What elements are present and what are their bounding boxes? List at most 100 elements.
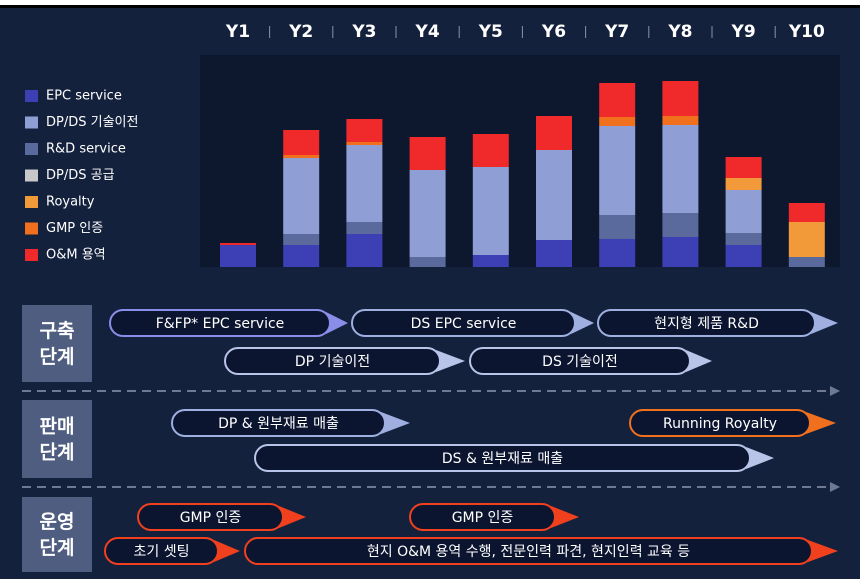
- bar-segment: [346, 142, 383, 145]
- x-tick-label: Y8: [667, 22, 692, 42]
- bar-segment: [788, 222, 825, 257]
- bar-segment: [788, 257, 825, 267]
- x-tick-label: Y1: [225, 22, 250, 42]
- timeline-label: 현지 O&M 용역 수행, 전문인력 파견, 현지인력 교육 등: [367, 544, 690, 560]
- stage-label: 판매: [40, 416, 75, 438]
- timeline-pill: [224, 347, 441, 375]
- timeline-arrow: [326, 312, 348, 334]
- timeline-pill: [244, 537, 813, 565]
- x-tick-label: Y10: [788, 22, 825, 42]
- legend-label: DP/DS 기술이전: [46, 115, 138, 130]
- timeline-label: DP & 원부재료 매출: [218, 416, 339, 432]
- stage-label: 운영: [40, 511, 75, 533]
- bar-segment: [725, 245, 762, 267]
- bar-segment: [599, 239, 636, 267]
- legend-label: GMP 인증: [46, 221, 103, 236]
- stage-label: 단계: [40, 537, 75, 559]
- timeline-pill: [409, 503, 556, 531]
- x-tick-label: Y3: [351, 22, 376, 42]
- bar-segment: [346, 119, 383, 142]
- stage-box: [22, 497, 92, 572]
- bar-segment: [662, 116, 699, 125]
- legend-label: R&D service: [46, 142, 126, 157]
- timeline-pill: [137, 503, 284, 531]
- timeline-arrow: [806, 412, 836, 434]
- timeline-label: DS & 원부재료 매출: [442, 451, 563, 467]
- x-tick-label: Y4: [415, 22, 440, 42]
- timeline-label: Running Royalty: [663, 416, 777, 432]
- timeline-arrow: [551, 506, 579, 528]
- bar-segment: [599, 83, 636, 117]
- bar-segment: [283, 158, 320, 234]
- bar-segment: [472, 134, 509, 167]
- top-rule: [0, 5, 860, 8]
- timeline-pill: [104, 537, 219, 565]
- bar-segment: [220, 245, 256, 267]
- stage-label: 단계: [40, 346, 75, 368]
- timeline-pill: [351, 309, 576, 337]
- timeline-label: GMP 인증: [180, 510, 242, 526]
- bar-segment: [725, 233, 762, 245]
- legend-label: O&M 용역: [46, 248, 106, 263]
- bar-segment: [409, 257, 446, 267]
- bar-segment: [346, 145, 383, 222]
- timeline-label: GMP 인증: [452, 510, 514, 526]
- bar-segment: [788, 203, 825, 222]
- timeline-label: DS EPC service: [411, 316, 517, 332]
- timeline-arrow: [746, 447, 774, 469]
- timeline-pill: [629, 409, 811, 437]
- bar-segment: [283, 234, 320, 245]
- timeline-label: 초기 셋팅: [134, 544, 190, 560]
- bar-segment: [409, 170, 446, 257]
- legend-label: Royalty: [46, 195, 95, 210]
- stage-label: 단계: [40, 442, 75, 464]
- timeline-arrow: [571, 312, 594, 334]
- timeline-label: F&FP* EPC service: [156, 316, 285, 332]
- timeline-arrow: [808, 540, 838, 562]
- legend-swatch: [25, 249, 38, 261]
- bar-segment: [725, 178, 762, 190]
- bar-segment: [599, 126, 636, 215]
- timeline-label: DP 기술이전: [295, 354, 370, 370]
- bar-segment: [409, 137, 446, 170]
- legend-swatch: [25, 222, 38, 235]
- legend-swatch: [25, 90, 38, 102]
- timeline-label: 현지형 제품 R&D: [654, 316, 759, 332]
- bar-segment: [283, 155, 320, 158]
- timeline-pill: [469, 347, 691, 375]
- bar-segment: [220, 243, 256, 245]
- bar-segment: [725, 157, 762, 178]
- bar-segment: [599, 117, 636, 126]
- stage-box: [22, 305, 92, 382]
- bar-segment: [472, 167, 509, 255]
- x-tick-label: Y9: [731, 22, 756, 42]
- bar-segment: [536, 116, 572, 150]
- separator-arrow: [830, 386, 840, 396]
- legend-swatch: [25, 169, 38, 182]
- bar-segment: [536, 240, 572, 267]
- legend-label: DP/DS 공급: [46, 168, 115, 183]
- legend-label: EPC service: [46, 89, 122, 104]
- timeline-pill: [109, 309, 331, 337]
- bar-segment: [283, 245, 320, 267]
- bar-segment: [725, 190, 762, 233]
- bar-segment: [346, 234, 383, 267]
- bar-segment: [536, 150, 572, 240]
- bar-segment: [662, 125, 699, 213]
- timeline-arrow: [381, 412, 410, 434]
- legend-swatch: [25, 116, 38, 129]
- bar-segment: [662, 237, 699, 267]
- x-tick-label: Y7: [604, 22, 629, 42]
- timeline-arrow: [436, 350, 465, 372]
- x-tick-label: Y5: [478, 22, 503, 42]
- x-tick-label: Y6: [541, 22, 566, 42]
- timeline-arrow: [811, 312, 838, 334]
- stage-label: 구축: [40, 320, 75, 342]
- timeline-arrow: [214, 540, 240, 562]
- bar-segment: [346, 222, 383, 234]
- bar-segment: [283, 130, 320, 155]
- separator-arrow: [830, 482, 840, 492]
- timeline-arrow: [686, 350, 712, 372]
- legend-swatch: [25, 196, 38, 208]
